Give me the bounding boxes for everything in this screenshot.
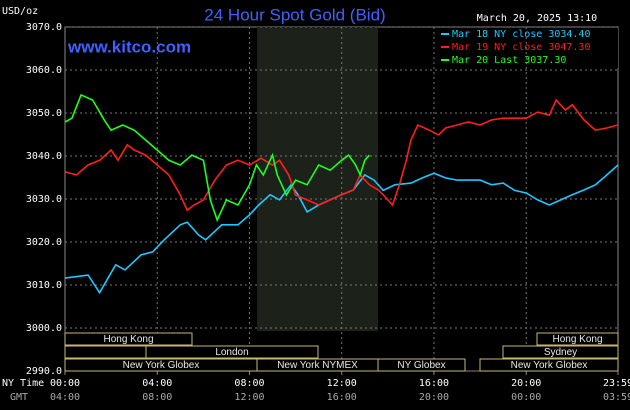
x2-tick-label: 00:00 <box>511 392 541 403</box>
session-box <box>502 345 619 359</box>
x-axis-label: NY Time <box>2 378 44 389</box>
y-tick-label: 3060.0 <box>26 65 62 76</box>
x-tick-label: 04:00 <box>142 378 172 389</box>
session-box <box>479 358 619 372</box>
x2-tick-label: 12:00 <box>234 392 264 403</box>
x2-tick-label: 20:00 <box>419 392 449 403</box>
series-line <box>64 93 370 223</box>
x-tick-label: 20:00 <box>511 378 541 389</box>
timestamp: March 20, 2025 13:10 <box>477 13 597 24</box>
x2-axis-label: GMT <box>10 392 28 403</box>
session-box <box>377 358 466 372</box>
y-tick-label: 3050.0 <box>26 108 62 119</box>
y-axis-label: USD/oz <box>2 6 38 17</box>
chart-title: 24 Hour Spot Gold (Bid) <box>204 5 385 24</box>
session-label: London <box>215 347 248 358</box>
x-tick-label: 08:00 <box>234 378 264 389</box>
session-label: New York NYMEX <box>277 360 358 371</box>
x2-tick-label: 03:59 <box>603 392 630 403</box>
x2-tick-label: 04:00 <box>50 392 80 403</box>
session-box <box>64 332 193 346</box>
session-label: New York Globex <box>511 360 588 371</box>
y-tick-label: 3030.0 <box>26 194 62 205</box>
legend-box <box>438 28 618 68</box>
x2-tick-label: 08:00 <box>142 392 172 403</box>
y-tick-label: 2990.0 <box>26 366 62 377</box>
x-tick-label: 12:00 <box>327 378 357 389</box>
y-tick-label: 3010.0 <box>26 280 62 291</box>
x-tick-label: 23:59 <box>603 378 630 389</box>
legend-label: Mar 18 NY close 3034.40 <box>452 29 590 40</box>
session-box <box>536 332 619 346</box>
website: www.kitco.com <box>67 37 191 56</box>
session-label: New York Globex <box>123 360 200 371</box>
y-tick-label: 3070.0 <box>26 22 62 33</box>
session-label: Sydney <box>544 347 577 358</box>
session-label: Hong Kong <box>103 334 153 345</box>
session-label: NY Globex <box>397 360 445 371</box>
x2-tick-label: 16:00 <box>327 392 357 403</box>
x-tick-label: 00:00 <box>50 378 80 389</box>
series-line <box>64 98 619 212</box>
session-label: Hong Kong <box>552 334 602 345</box>
y-tick-label: 3040.0 <box>26 151 62 162</box>
x-tick-label: 16:00 <box>419 378 449 389</box>
session-box <box>64 345 147 359</box>
y-tick-label: 3020.0 <box>26 237 62 248</box>
legend-label: Mar 19 NY close 3047.30 <box>452 42 590 53</box>
legend-label: Mar 20 Last 3037.30 <box>452 55 566 66</box>
y-tick-label: 3000.0 <box>26 323 62 334</box>
